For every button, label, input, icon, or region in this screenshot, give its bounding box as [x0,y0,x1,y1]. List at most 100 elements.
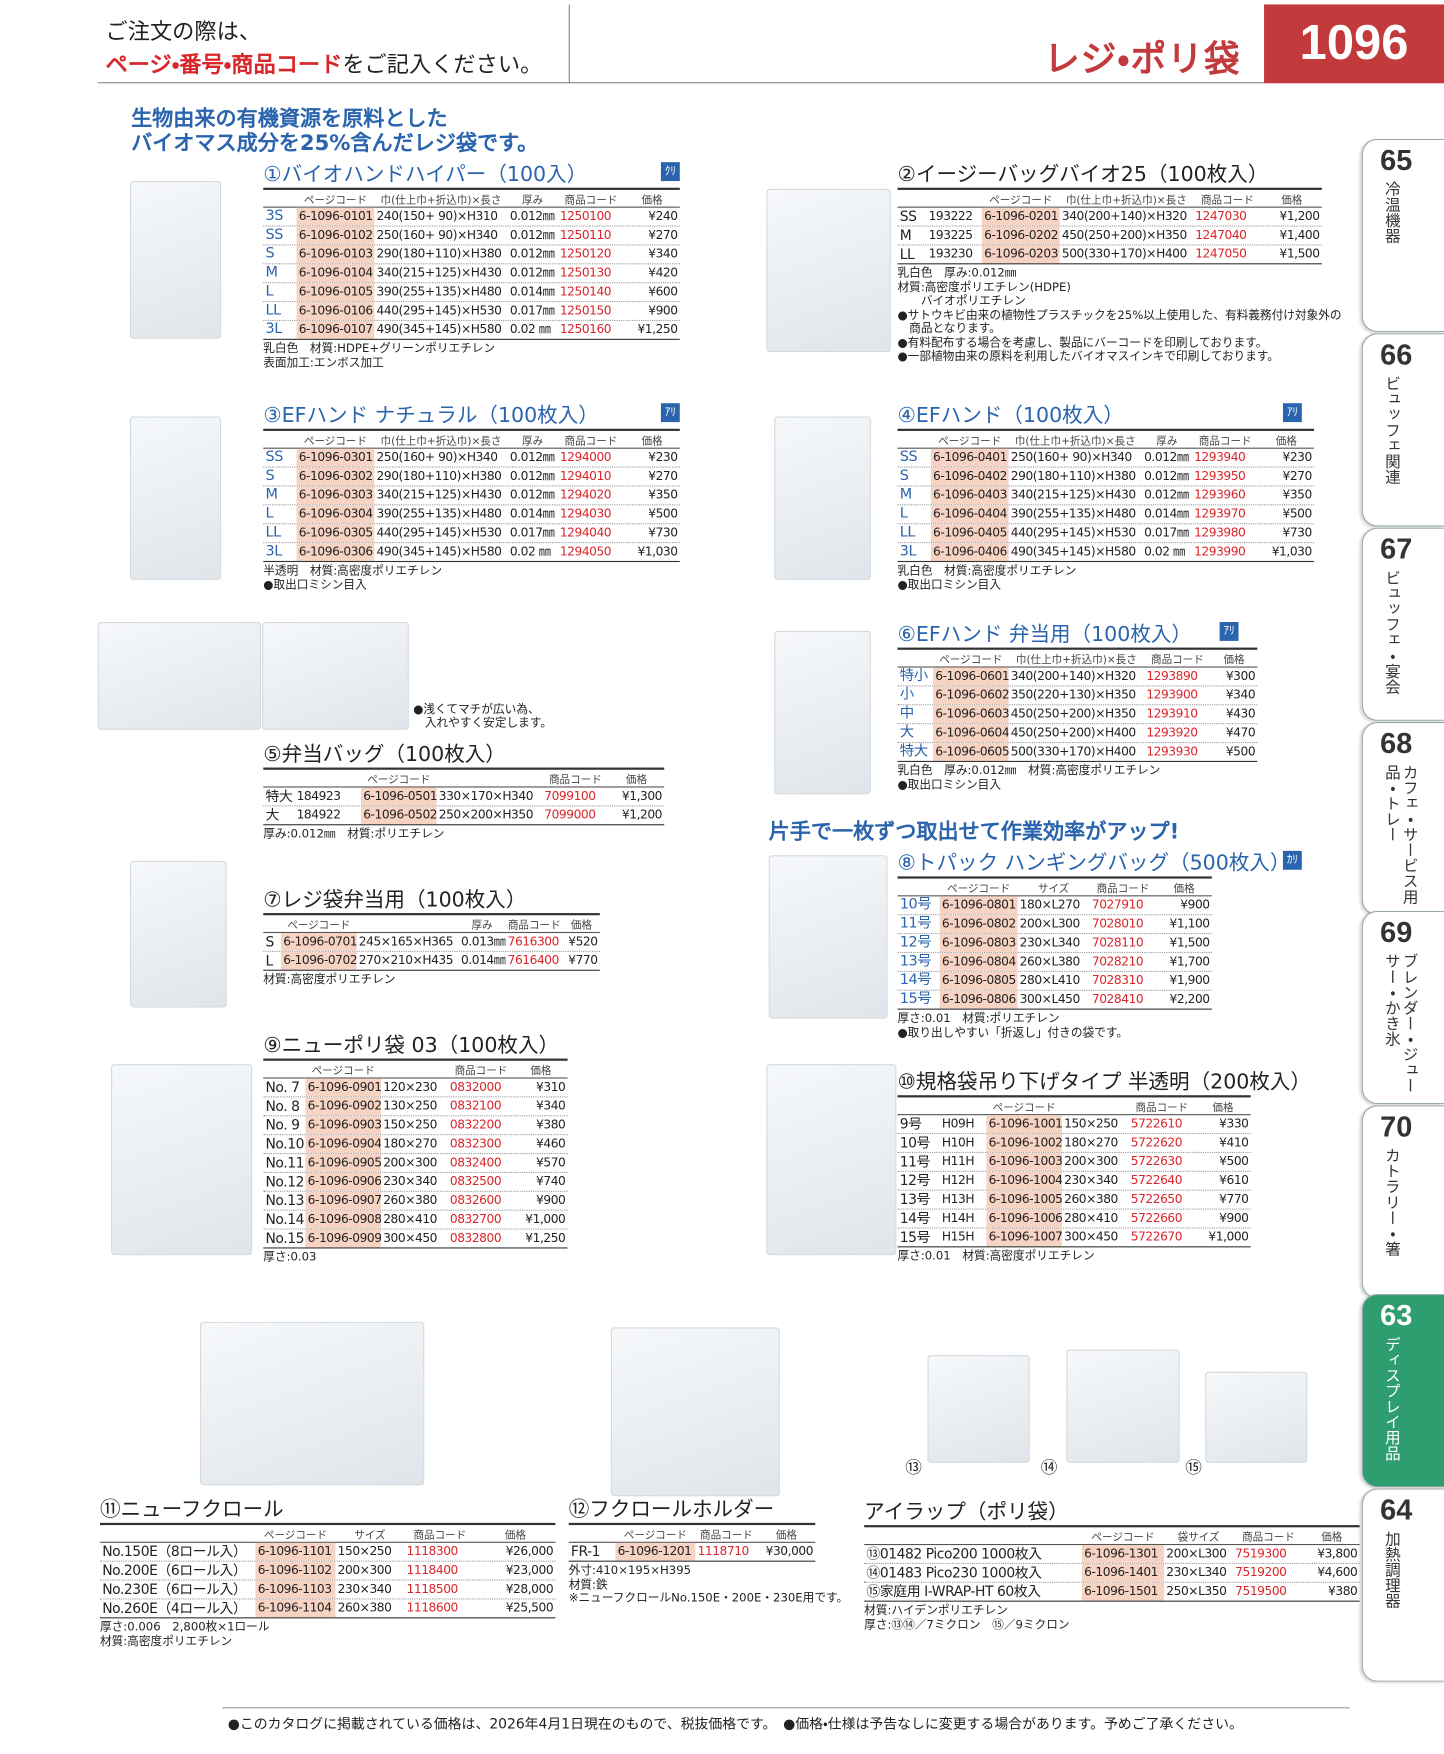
tab-label: ビュッフェ・宴会 [1382,569,1401,695]
table-cell: 6-1096-0806 [939,990,1018,1009]
table-cell: ¥460 [536,1136,566,1151]
table-cell: 5722610 [1130,1116,1183,1131]
header-rule [263,931,600,934]
table-cell: 5722620 [1130,1135,1183,1150]
table-cell: 250(160+ 90)×H340 [376,227,498,243]
column-header: 商品コード [700,1529,753,1542]
table-cell: ¥730 [1282,525,1312,540]
table-cell: 6-1096-1006 [986,1209,1062,1228]
tab-number: 64 [1380,1492,1413,1527]
image-label: ⑭ [1040,1457,1058,1478]
table-cell: 200×L300 [1166,1546,1227,1561]
row-rule [897,1208,1251,1210]
column-header: 商品コード [548,774,602,787]
table-cell: ¥26,000 [505,1543,554,1559]
table-cell: 0.012㎜ [1144,487,1189,503]
column-header: 厚み [522,194,544,207]
table-cell: 7519200 [1235,1565,1287,1580]
column-header: 価格 [1281,194,1303,207]
table-cell: 1247050 [1195,246,1247,262]
column-header: 商品コード [564,194,618,207]
table-cell: 15号 [899,990,932,1008]
table-cell: 1293980 [1194,525,1246,540]
table-cell: H14H [941,1210,975,1226]
row-rule [263,263,680,265]
row-rule [864,1562,1360,1564]
table-cell: ¥350 [648,487,678,503]
table-cell: 6-1096-0104 [296,264,375,283]
note: ●一部植物由来の原料を利用したバイオマスインキで印刷しております。 [897,349,1280,364]
row-rule [263,824,665,826]
table-cell: 1294040 [559,525,612,540]
row-rule [897,951,1212,954]
column-header: 巾(仕上巾+折込巾)×長さ [1065,194,1187,207]
row-rule [263,1247,568,1249]
row-rule [263,805,665,807]
column-header: 巾(仕上巾+折込巾)×長さ [380,194,502,207]
tab-number: 70 [1380,1109,1413,1143]
table-top-rule [897,876,1212,879]
table-cell: 184922 [296,807,341,822]
table-cell: ¥770 [568,953,598,968]
table-cell: ¥380 [536,1117,566,1132]
table-cell: 6-1096-0901 [305,1078,381,1097]
table-cell: 1294010 [559,468,612,484]
table-cell: 230×L340 [1166,1565,1227,1580]
table-cell: ¥500 [1225,744,1256,759]
table-cell: 490(345+145)×H580 [376,322,502,337]
side-tab [1361,138,1444,333]
table-cell: ¥350 [1282,487,1312,503]
table-cell: 0.014㎜ [509,284,555,299]
header-rule [897,206,1322,208]
column-header: 厚み [1156,435,1178,448]
column-header: ページコード [992,1101,1056,1115]
column-header: 価格 [570,919,593,932]
table-cell: 180×L270 [1019,897,1081,912]
table-cell: ¥1,000 [525,1211,566,1227]
table-cell: 150×250 [383,1117,438,1132]
table-cell: 6-1096-1401 [1081,1563,1165,1582]
table-cell: 250×200×H350 [438,807,534,822]
note: ※ニューフクロールNo.150E・200E・230E用です。 [568,1591,849,1606]
header-rule [263,447,680,449]
table-cell: 120×230 [383,1079,438,1095]
note: 乳白色 材質:高密度ポリエチレン [897,564,1077,578]
tab-label: 加熱調理器 [1382,1530,1401,1609]
column-header: サイズ [1037,883,1070,896]
column-header: 商品コード [1096,883,1150,896]
table-cell: 150×250 [1064,1116,1118,1131]
note: 厚み:0.012㎜ 材質:ポリエチレン [263,827,445,841]
table-cell: 6-1096-0103 [296,245,375,264]
product-image [766,188,891,353]
table-cell: 193222 [928,208,973,224]
table-cell: 中 [899,705,914,723]
table-cell: ¥1,500 [1169,935,1211,950]
badge: ｱﾘ [1219,622,1239,641]
product-image [766,1064,897,1256]
table-cell: ¥230 [648,449,678,465]
table-cell: 7519500 [1235,1583,1287,1599]
table-cell: 0832400 [449,1155,502,1170]
column-header: ページコード [287,919,351,932]
table-cell: 290(180+110)×H380 [1010,468,1136,484]
table-cell: No.260E（4ロール入） [102,1599,247,1617]
row-rule [897,1246,1251,1248]
row-rule [263,485,680,487]
table-cell: 0832100 [449,1098,502,1113]
column-header: ページコード [947,883,1011,896]
table-cell: 150×250 [337,1543,392,1559]
column-header: 商品コード [454,1065,508,1078]
row-rule [897,485,1315,487]
row-rule [263,466,680,468]
row-rule [263,542,680,544]
column-header: サイズ [354,1529,386,1542]
table-cell: 0.017㎜ [1144,525,1189,540]
table-cell: 小 [899,686,914,704]
table-cell: 200×300 [383,1155,438,1170]
column-header: 商品コード [507,919,561,932]
tab-number: 67 [1380,532,1413,566]
table-cell: 1118710 [697,1543,750,1559]
table-cell: 1118400 [406,1562,459,1578]
row-rule [897,760,1258,762]
table-cell: 10号 [899,896,932,914]
